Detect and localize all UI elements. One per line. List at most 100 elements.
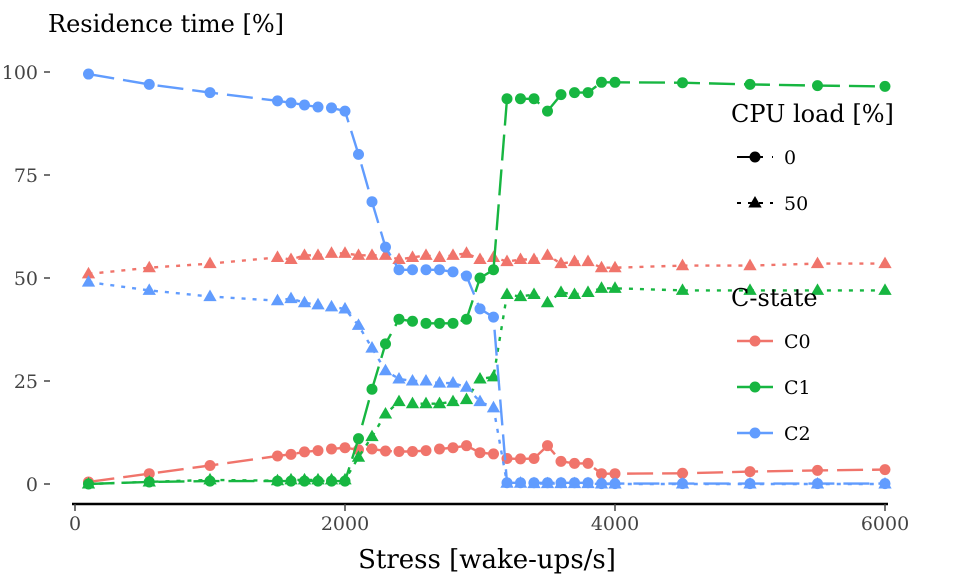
data-point [285,448,297,460]
series-line [88,280,885,486]
data-point [527,287,541,300]
data-point [351,318,366,330]
data-point [486,400,501,413]
data-point [380,445,391,457]
legend-key-load-50 [737,196,773,208]
data-point [609,76,621,88]
data-point [459,392,474,405]
data-point [380,241,391,253]
plot-area [81,68,892,490]
series-line [88,252,885,276]
data-point [812,80,823,92]
data-point [297,472,312,485]
data-point [366,443,378,455]
data-point [542,105,553,117]
series-c2-load-0 [83,68,891,490]
data-point [540,248,555,260]
data-point [515,453,526,465]
legend-label-load: 0 [784,147,796,169]
data-point [365,429,379,442]
data-point [432,396,447,409]
data-point [297,295,312,308]
y-tick-label: 100 [2,62,38,84]
x-axis-ticks: 0 2000 4000 6000 [69,504,909,535]
data-point [351,450,366,462]
data-point [405,396,420,409]
data-point [488,311,499,323]
data-point [581,254,595,267]
data-point [879,80,891,92]
data-point [567,254,582,267]
data-point [432,250,447,262]
data-point [393,445,405,457]
data-point [567,476,582,489]
data-point [500,254,514,267]
data-point [513,252,528,265]
data-point [812,464,823,476]
data-point [743,258,757,271]
data-point [581,285,595,297]
data-point [353,148,364,160]
data-point [609,468,621,480]
data-point [366,196,378,208]
data-point [270,293,285,306]
legend-key-load-0 [737,151,773,163]
legend-label-load: 50 [784,193,808,215]
y-tick-label: 0 [26,474,38,496]
data-point [270,250,285,262]
data-point [474,272,486,284]
data-point [83,68,94,80]
data-point [488,448,499,460]
data-point [542,440,553,452]
data-point [312,445,324,457]
legend-label-cstate: C2 [784,423,811,445]
data-point [567,287,582,300]
data-point [540,476,555,489]
x-tick-label: 0 [69,513,81,535]
data-point [81,275,96,287]
data-point [270,473,285,486]
x-axis-label: Stress [wake-ups/s] [358,545,616,575]
data-point [284,252,298,265]
data-point [203,289,217,302]
data-point [447,266,459,278]
data-point [594,281,609,293]
data-point [419,248,433,260]
data-point [378,406,393,419]
x-tick-label: 2000 [321,513,369,535]
data-point [420,445,432,457]
data-point [810,283,825,295]
data-point [540,295,555,308]
data-point [311,248,325,260]
data-point [608,260,622,273]
data-point [810,256,825,269]
y-axis-ticks: 0 25 50 75 100 [2,62,50,496]
data-point [338,301,352,314]
data-point [446,248,460,260]
data-point [554,256,568,269]
data-point [420,317,432,329]
data-point [527,252,541,265]
data-point [554,285,568,297]
data-point [326,102,337,114]
data-point [473,371,487,384]
data-point [459,246,474,258]
data-point [743,477,757,489]
data-point [311,472,325,485]
data-point [339,105,351,117]
data-point [879,464,891,476]
data-point [272,95,283,107]
series-line [88,72,885,485]
data-point [677,77,688,89]
data-point [143,468,155,480]
data-point [419,374,433,386]
data-point [378,363,393,376]
data-point [326,443,337,455]
data-point [810,477,825,489]
data-point [675,258,690,271]
data-point [392,371,406,384]
data-point [461,313,472,325]
data-point [284,291,298,304]
data-point [461,270,472,282]
series-c0-load-50 [81,246,892,279]
